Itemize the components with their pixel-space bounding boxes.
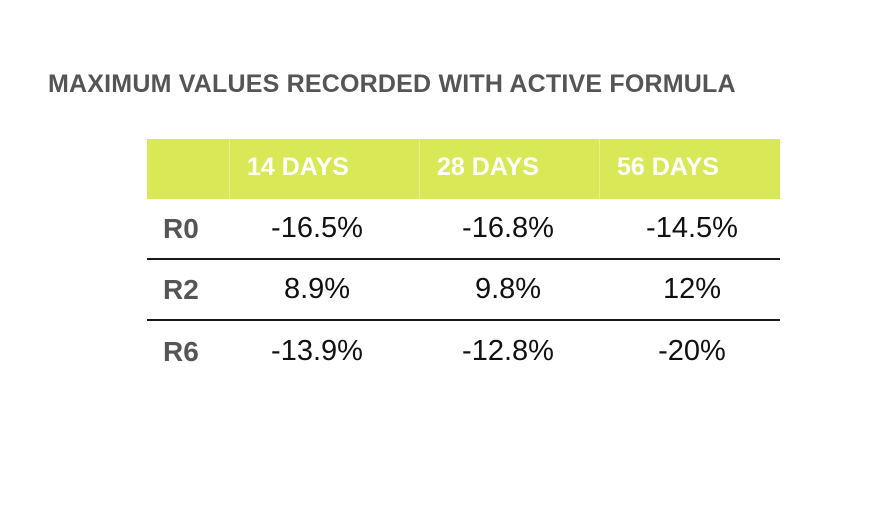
header-cell-28-days: 28 DAYS bbox=[420, 139, 600, 199]
row-label: R6 bbox=[163, 335, 199, 367]
table-cell: -16.8% bbox=[462, 212, 554, 244]
chart-title: MAXIMUM VALUES RECORDED WITH ACTIVE FORM… bbox=[48, 70, 736, 98]
table-row-r6: R6 -13.9% -12.8% -20% bbox=[147, 321, 780, 382]
table-cell: 9.8% bbox=[474, 273, 542, 305]
table-header-row: 14 DAYS 28 DAYS 56 DAYS bbox=[147, 139, 780, 199]
table-cell: -20% bbox=[658, 335, 726, 367]
table-cell: -14.5% bbox=[646, 212, 738, 244]
table-cell: -13.9% bbox=[271, 335, 363, 367]
row-label: R2 bbox=[163, 273, 199, 305]
table-cell: 8.9% bbox=[283, 273, 351, 305]
table-cell: -12.8% bbox=[462, 335, 554, 367]
header-cell-56-days: 56 DAYS bbox=[617, 153, 719, 181]
table-row-r2: R2 8.9% 9.8% 12% bbox=[147, 260, 780, 321]
table-row-r0: R0 -16.5% -16.8% -14.5% bbox=[147, 199, 780, 260]
table-cell: -16.5% bbox=[271, 212, 363, 244]
table-cell: 12% bbox=[662, 273, 722, 305]
data-table: 14 DAYS 28 DAYS 56 DAYS R0 -16.5% -16.8%… bbox=[147, 139, 780, 382]
row-label: R0 bbox=[163, 212, 199, 244]
header-cell-corner bbox=[147, 139, 230, 199]
header-cell-14-days: 14 DAYS bbox=[230, 139, 420, 199]
